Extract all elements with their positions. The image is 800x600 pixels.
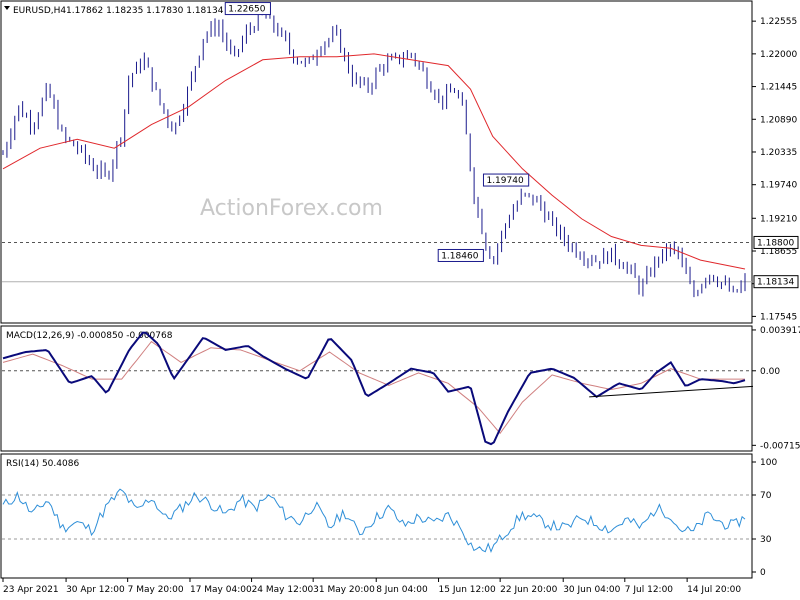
rsi-tick-label: 30 xyxy=(760,535,772,545)
x-tick-label: 7 May 20:00 xyxy=(128,585,184,595)
level-box xyxy=(753,235,799,249)
price-annotation-label: 1.18460 xyxy=(441,251,478,261)
rsi-tick-label: 0 xyxy=(760,568,766,578)
macd-layer: 0.003917 0.00 -0.007152 xyxy=(2,326,800,451)
macd-line xyxy=(2,331,746,446)
macd-tick-label: 0.003917 xyxy=(760,326,800,336)
price-panel-frame xyxy=(0,0,753,324)
x-tick-label: 22 Jun 20:00 xyxy=(500,585,557,595)
price-annotation-label: 1.19740 xyxy=(486,176,523,186)
rsi-layer: 100 70 30 0 xyxy=(2,458,777,578)
watermark: ActionForex.com xyxy=(200,196,383,221)
price-tick-label: 1.19740 xyxy=(760,181,797,191)
rsi-panel-frame xyxy=(0,453,753,579)
macd-tick-label: -0.007152 xyxy=(760,441,800,451)
x-tick-label: 14 Jul 20:00 xyxy=(687,585,741,595)
x-tick-label: 30 Apr 12:00 xyxy=(66,585,125,595)
macd-trendline xyxy=(589,385,754,398)
price-annotation-box xyxy=(437,248,484,262)
price-annotation-label: 1.22650 xyxy=(228,5,265,15)
price-tick-label: 1.20890 xyxy=(760,115,797,125)
x-tick-label: 17 May 04:00 xyxy=(190,585,252,595)
macd-tick-label: 0.00 xyxy=(760,367,780,377)
chart-ohlc: 1.17862 1.18235 1.17830 1.18134 xyxy=(66,6,224,16)
moving-average-line xyxy=(2,53,746,270)
x-tick-label: 23 Apr 2021 xyxy=(3,585,59,595)
x-tick-label: 15 Jun 12:00 xyxy=(439,585,496,595)
dropdown-triangle-icon[interactable] xyxy=(4,6,10,10)
macd-title: MACD(12,26,9) -0.000850 -0.000768 xyxy=(6,331,173,341)
price-tick-label: 1.17545 xyxy=(760,312,797,322)
x-tick-label: 7 Jul 12:00 xyxy=(625,585,674,595)
price-tick-label: 1.19210 xyxy=(760,214,797,224)
level-label: 1.18800 xyxy=(757,238,794,248)
price-layer: 1.22555 1.22000 1.21445 1.20890 1.20335 1.197… xyxy=(2,2,799,322)
x-tick-label: 24 May 12:00 xyxy=(252,585,314,595)
current-price-box xyxy=(753,275,799,289)
price-tick-label: 1.22555 xyxy=(760,17,797,27)
price-tick-label: 1.22000 xyxy=(760,50,797,60)
macd-signal-line xyxy=(2,340,745,435)
rsi-title: RSI(14) 50.4086 xyxy=(6,459,79,469)
chart-symbol: EURUSD,H4 xyxy=(13,6,66,16)
price-tick-label: 1.18655 xyxy=(760,247,797,257)
rsi-line xyxy=(2,488,746,553)
x-tick-label: 30 Jun 04:00 xyxy=(563,585,620,595)
price-annotation-box xyxy=(482,173,530,187)
price-annotation-box xyxy=(224,2,271,16)
price-tick-label: 1.21445 xyxy=(760,83,797,93)
x-tick-label: 31 May 20:00 xyxy=(313,585,375,595)
rsi-tick-label: 70 xyxy=(760,491,772,501)
macd-panel-frame xyxy=(0,325,753,452)
x-axis: 23 Apr 2021 30 Apr 12:00 7 May 20:00 17 May… xyxy=(2,578,741,595)
price-tick-label: 1.20335 xyxy=(760,148,797,158)
current-price-label: 1.18134 xyxy=(757,278,794,288)
rsi-tick-label: 100 xyxy=(760,458,777,468)
x-tick-label: 8 Jun 04:00 xyxy=(376,585,428,595)
